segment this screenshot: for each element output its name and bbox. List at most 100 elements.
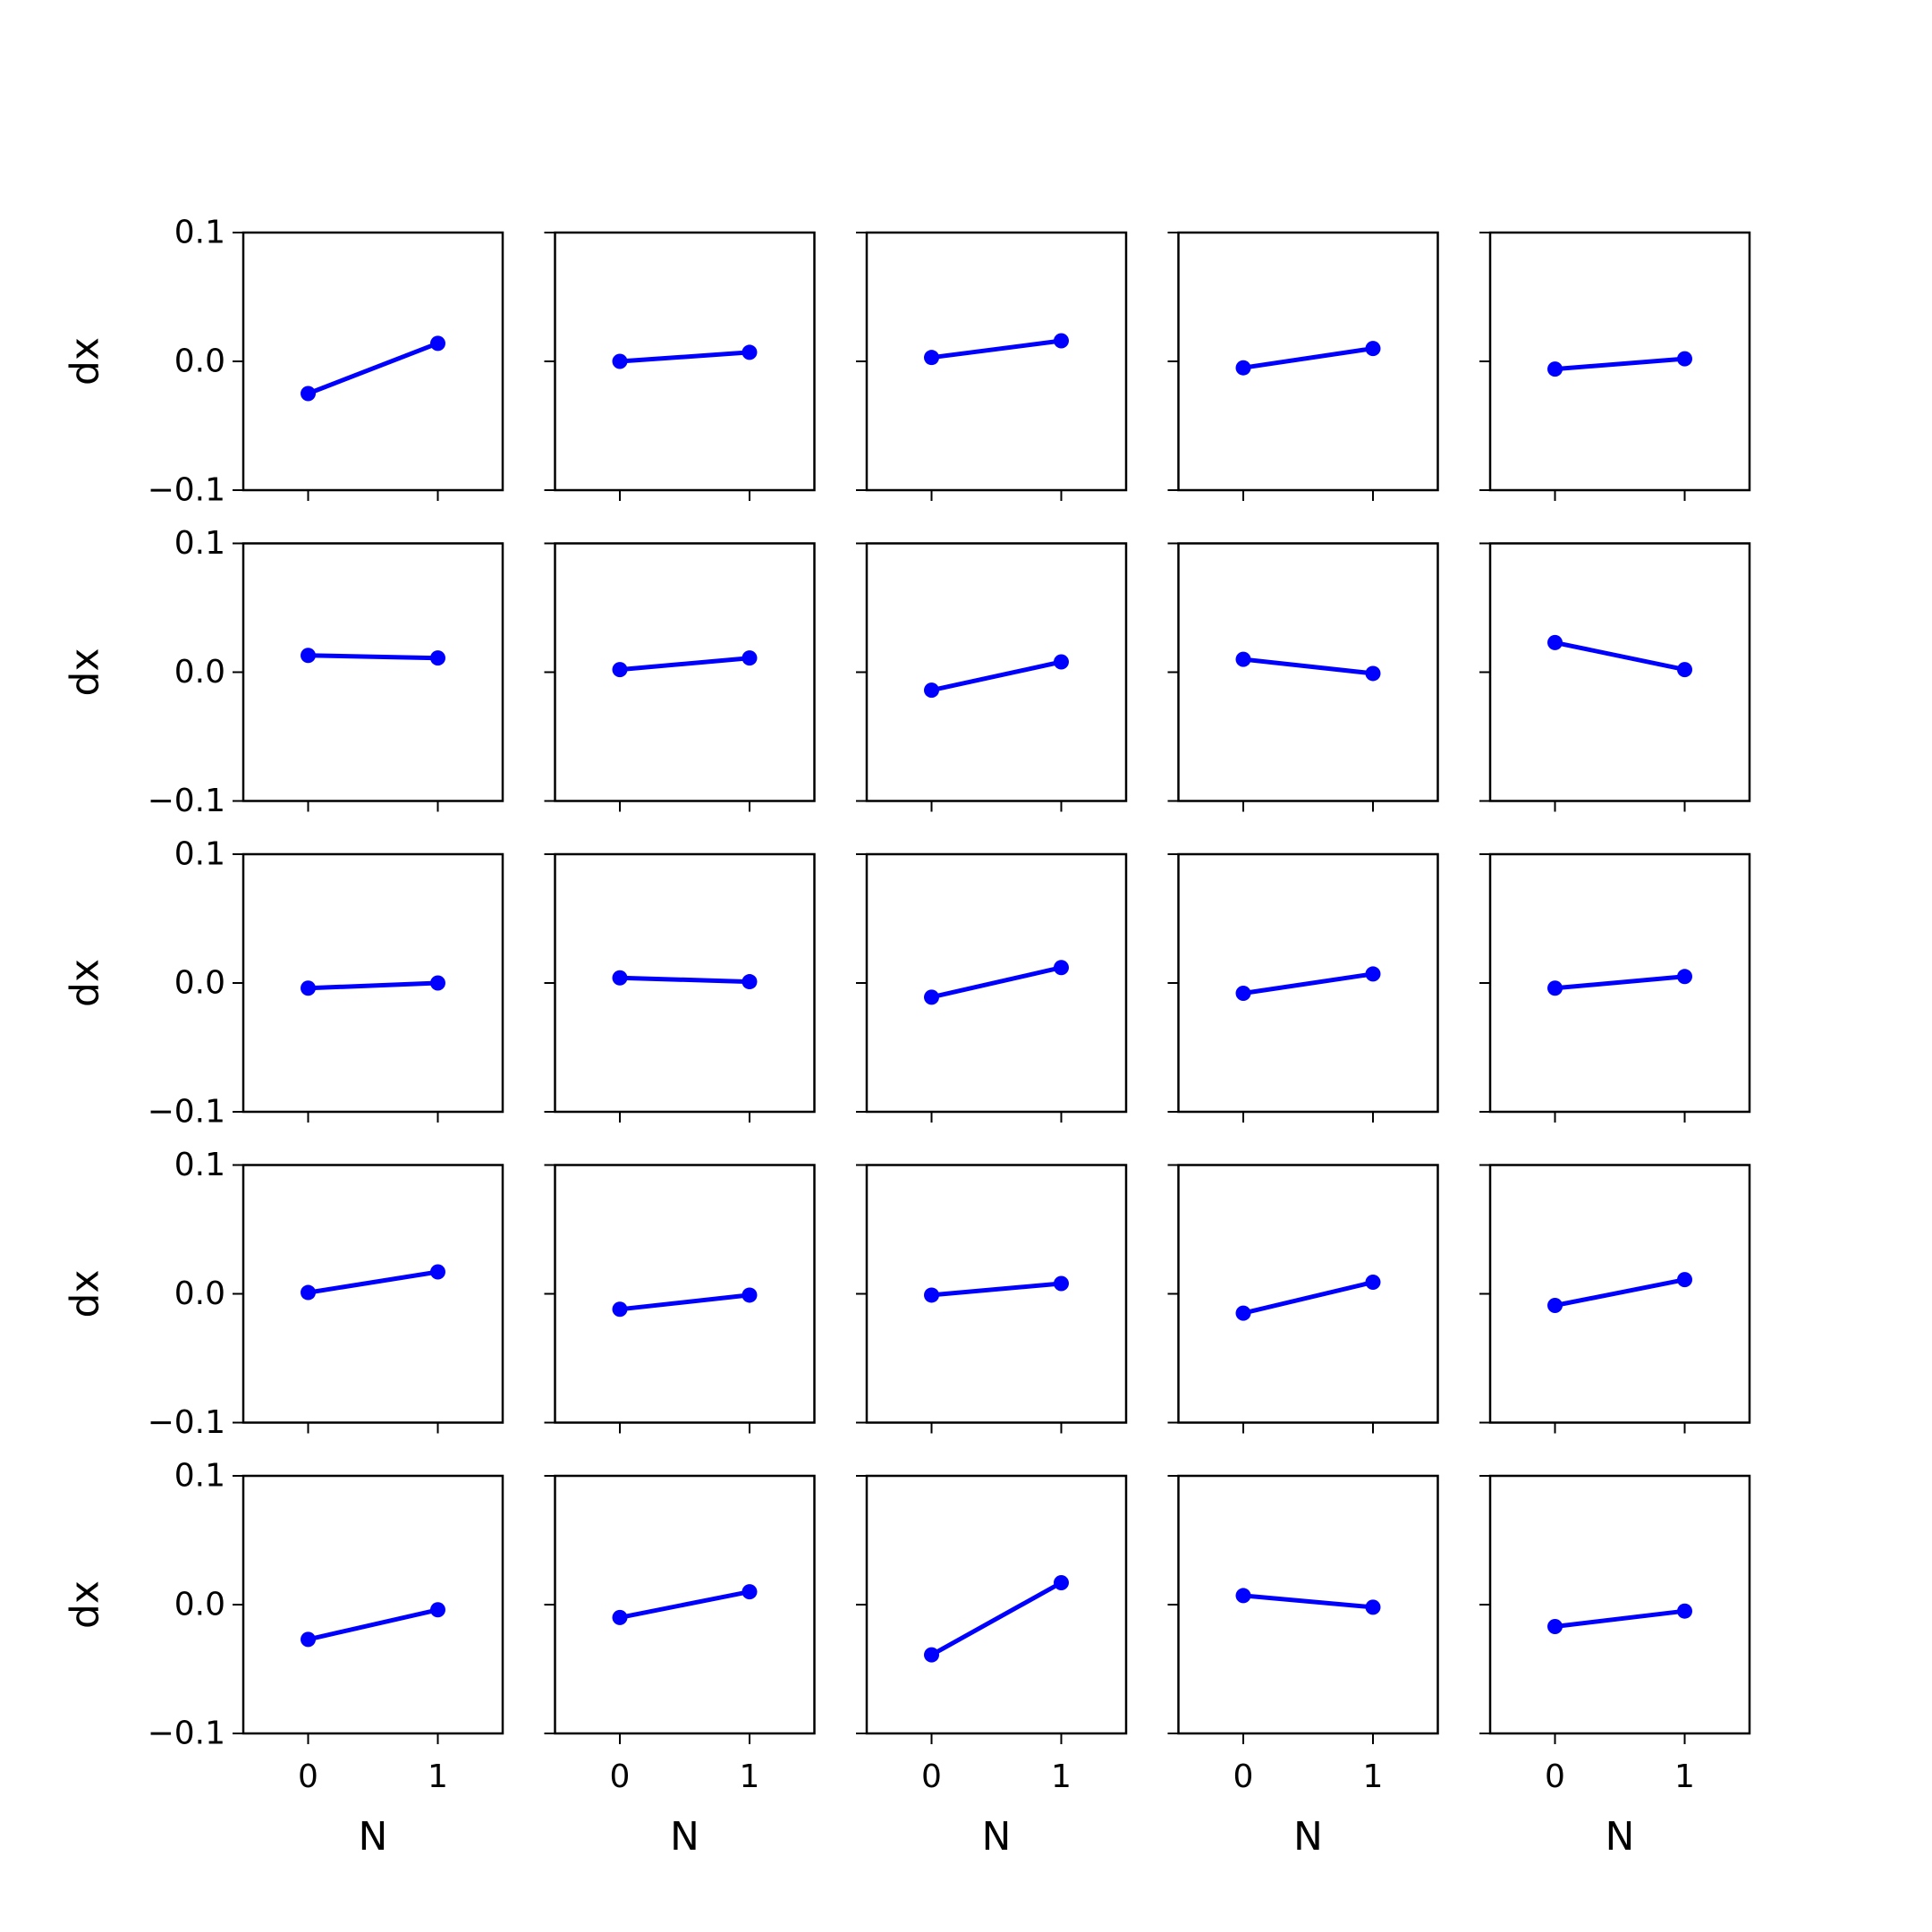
series-line-3: [931, 338, 1062, 360]
data-point: [1054, 1575, 1069, 1591]
panel-frame-5: [1488, 231, 1751, 492]
y-tick-label: −0.1: [148, 1404, 225, 1441]
x-tick-label: 0: [610, 1758, 631, 1795]
data-point: [924, 1287, 939, 1303]
data-point: [1365, 1599, 1381, 1615]
data-point: [1677, 1603, 1692, 1619]
data-point: [924, 989, 939, 1005]
data-point: [741, 650, 758, 666]
series-line-6: [308, 653, 438, 661]
panel-frame-9: [1177, 542, 1439, 802]
series-line-22: [619, 1589, 750, 1620]
y-tick-label: −0.1: [148, 1094, 225, 1131]
series-line-16: [308, 1269, 438, 1295]
data-point: [430, 1264, 445, 1280]
series-line-9: [1242, 657, 1374, 676]
data-point: [1235, 1305, 1251, 1321]
x-axis-label: N: [1293, 1814, 1323, 1860]
data-point: [1365, 966, 1381, 982]
x-tick-label: 1: [428, 1758, 448, 1795]
panel-frame-23: [865, 1474, 1128, 1735]
data-point: [1677, 351, 1692, 367]
data-point: [301, 1284, 316, 1301]
panel-frame-4: [1177, 231, 1439, 492]
x-axis-label: N: [982, 1814, 1012, 1860]
x-tick-label: 0: [921, 1758, 942, 1795]
y-tick-label: 0.1: [174, 525, 225, 562]
data-point: [1235, 986, 1251, 1002]
series-line-4: [1242, 346, 1374, 370]
data-point: [301, 386, 316, 402]
series-line-5: [1555, 356, 1685, 372]
data-point: [1365, 665, 1381, 682]
data-point: [430, 650, 445, 666]
data-point: [1054, 333, 1069, 349]
series-line-18: [931, 1281, 1062, 1298]
series-line-12: [619, 975, 750, 985]
y-tick-label: 0.0: [174, 343, 225, 380]
data-point: [612, 1301, 628, 1318]
y-tick-label: −0.1: [148, 783, 225, 819]
series-line-17: [619, 1292, 750, 1312]
x-tick-label: 1: [1363, 1758, 1384, 1795]
x-tick-label: 1: [1674, 1758, 1695, 1795]
data-point: [430, 335, 445, 352]
y-axis-label: dx: [63, 959, 108, 1007]
y-axis-label: dx: [63, 648, 108, 697]
data-point: [741, 1584, 758, 1600]
data-point: [1235, 651, 1251, 667]
data-point: [430, 1602, 445, 1618]
data-point: [1547, 634, 1563, 650]
panel-frame-11: [242, 852, 504, 1114]
series-line-7: [619, 656, 750, 673]
y-axis-label: dx: [63, 1270, 108, 1318]
data-point: [1547, 361, 1563, 377]
data-point: [741, 344, 758, 360]
y-axis-label: dx: [63, 1580, 108, 1629]
y-tick-label: −0.1: [148, 1716, 225, 1752]
y-tick-label: 0.1: [174, 215, 225, 251]
panel-frame-16: [242, 1164, 504, 1424]
x-axis-label: N: [359, 1814, 388, 1860]
x-tick-label: 0: [1545, 1758, 1565, 1795]
panel-frame-24: [1177, 1474, 1439, 1735]
series-line-19: [1242, 1280, 1374, 1316]
panel-frame-18: [865, 1164, 1128, 1424]
y-tick-label: 0.1: [174, 1458, 225, 1495]
series-line-24: [1242, 1593, 1374, 1610]
data-point: [301, 1631, 316, 1648]
y-tick-label: 0.0: [174, 654, 225, 691]
y-tick-label: 0.1: [174, 1147, 225, 1183]
series-line-1: [307, 341, 439, 396]
data-point: [1054, 960, 1069, 976]
series-line-2: [619, 350, 750, 364]
panel-frame-6: [242, 542, 504, 802]
data-point: [1054, 1275, 1069, 1292]
panel-frame-12: [554, 852, 816, 1114]
panel-frame-1: [242, 231, 504, 492]
series-line-10: [1554, 640, 1686, 673]
panel-frame-17: [554, 1164, 816, 1424]
data-point: [924, 350, 939, 366]
panel-frame-21: [242, 1474, 504, 1735]
data-point: [741, 1287, 758, 1303]
data-point: [1677, 969, 1692, 985]
data-point: [1547, 980, 1563, 996]
data-point: [1235, 1588, 1251, 1604]
data-point: [1365, 1275, 1381, 1291]
data-point: [1547, 1297, 1563, 1313]
y-tick-label: 0.0: [174, 1587, 225, 1623]
data-point: [1235, 360, 1251, 376]
series-line-21: [307, 1607, 439, 1642]
data-point: [430, 975, 445, 991]
x-axis-label: N: [1606, 1814, 1635, 1860]
data-point: [612, 353, 628, 369]
data-point: [301, 980, 316, 996]
data-point: [612, 662, 628, 678]
data-point: [612, 1609, 628, 1625]
x-tick-label: 0: [1233, 1758, 1254, 1795]
data-point: [1365, 341, 1381, 357]
data-point: [301, 648, 316, 664]
panel-frame-3: [865, 231, 1128, 492]
